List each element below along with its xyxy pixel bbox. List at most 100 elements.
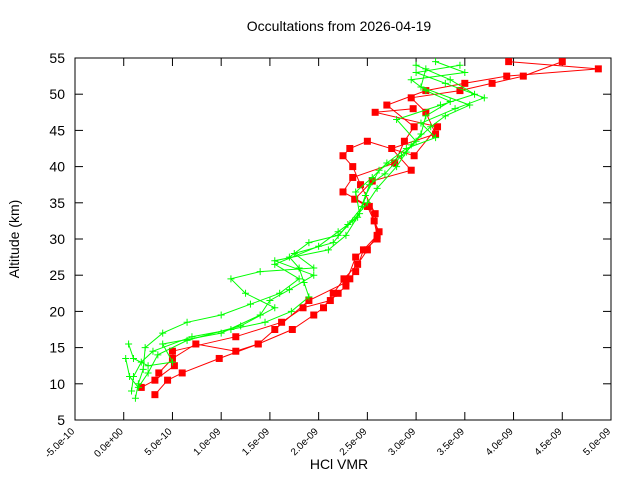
y-tick-label: 45 (49, 122, 65, 138)
data-point (326, 297, 334, 305)
data-point (412, 137, 420, 145)
data-point (363, 137, 371, 145)
data-point (417, 83, 425, 91)
data-point (456, 87, 464, 95)
data-point (305, 297, 313, 305)
data-point (407, 141, 415, 149)
data-point (363, 246, 371, 254)
data-point (427, 123, 435, 131)
data-point (432, 130, 440, 138)
data-point (342, 278, 350, 286)
data-point (125, 340, 133, 348)
data-point (246, 300, 254, 308)
data-point (393, 163, 401, 171)
data-point (305, 293, 313, 301)
data-point (371, 210, 379, 218)
data-point (151, 391, 159, 399)
data-point (436, 101, 444, 109)
x-tick-label: 5.0e-09 (581, 426, 613, 458)
data-point (407, 166, 415, 174)
data-point (164, 376, 172, 384)
data-point (373, 184, 381, 192)
data-point (310, 311, 318, 319)
y-axis-label: Altitude (km) (6, 200, 22, 279)
data-point (410, 123, 418, 131)
data-point (441, 112, 449, 120)
data-point (417, 119, 425, 127)
plot-frame (74, 57, 612, 421)
data-point (505, 58, 513, 66)
data-point (432, 134, 440, 142)
data-point (412, 68, 420, 76)
y-tick-label: 10 (49, 376, 65, 392)
data-point (144, 362, 152, 370)
data-point (352, 268, 360, 276)
data-point (397, 152, 405, 160)
y-tick-label: 15 (49, 340, 65, 356)
data-point (373, 235, 381, 243)
data-point (310, 264, 318, 272)
x-tick-label: 2.5e-09 (338, 426, 370, 458)
data-point (237, 322, 245, 330)
x-tick-label: 3.0e-09 (386, 426, 418, 458)
data-point (329, 289, 337, 297)
data-point (183, 336, 191, 344)
x-tick-label: 4.5e-09 (533, 426, 565, 458)
data-point (178, 369, 186, 377)
series (155, 105, 442, 377)
data-point (128, 387, 136, 395)
data-point (409, 105, 417, 113)
data-point (368, 177, 376, 185)
x-tick-label: 1.0e-09 (192, 426, 224, 458)
y-tick-label: 50 (49, 86, 65, 102)
data-point (412, 61, 420, 69)
data-point (488, 79, 496, 87)
data-point (354, 260, 362, 268)
data-point (261, 318, 269, 326)
data-point (363, 199, 371, 207)
data-point (349, 173, 357, 181)
data-point (139, 365, 147, 373)
data-point (351, 195, 359, 203)
data-point (159, 329, 167, 337)
data-point (170, 362, 178, 370)
data-point (232, 347, 240, 355)
data-point (451, 105, 459, 113)
data-point (266, 297, 274, 305)
data-point (349, 163, 357, 171)
tick-labels: 5 10 15 20 25 30 35 40 45 50 55 -5.0e-10 0.0e+00 5.0e… (43, 50, 613, 460)
data-point (339, 152, 347, 160)
y-tick-label: 25 (49, 267, 65, 283)
data-point (254, 340, 262, 348)
data-point (363, 202, 371, 210)
series-line (125, 64, 476, 389)
data-point (126, 373, 134, 381)
data-point (305, 239, 313, 247)
data-point (407, 76, 415, 84)
data-point (375, 228, 383, 236)
data-point (422, 87, 430, 95)
series (125, 61, 488, 370)
data-point (122, 354, 130, 362)
series-line (141, 61, 599, 388)
data-point (242, 289, 250, 297)
data-point (461, 68, 469, 76)
data-point (227, 275, 235, 283)
series-line (134, 61, 465, 399)
data-point (461, 79, 469, 87)
data-point (519, 72, 527, 80)
data-point (278, 318, 286, 326)
data-point (287, 307, 295, 315)
data-point (342, 231, 350, 239)
series-line (154, 61, 563, 396)
data-point (232, 333, 240, 341)
data-point (339, 188, 347, 196)
data-point (368, 173, 376, 181)
data-point (371, 108, 379, 116)
data-point (159, 340, 167, 348)
x-tick-label: 5.0e-10 (143, 426, 175, 458)
x-axis-label: HCl VMR (310, 456, 368, 472)
chart-title: Occultations from 2026-04-19 (247, 18, 432, 34)
data-point (134, 383, 142, 391)
data-point (393, 116, 401, 124)
